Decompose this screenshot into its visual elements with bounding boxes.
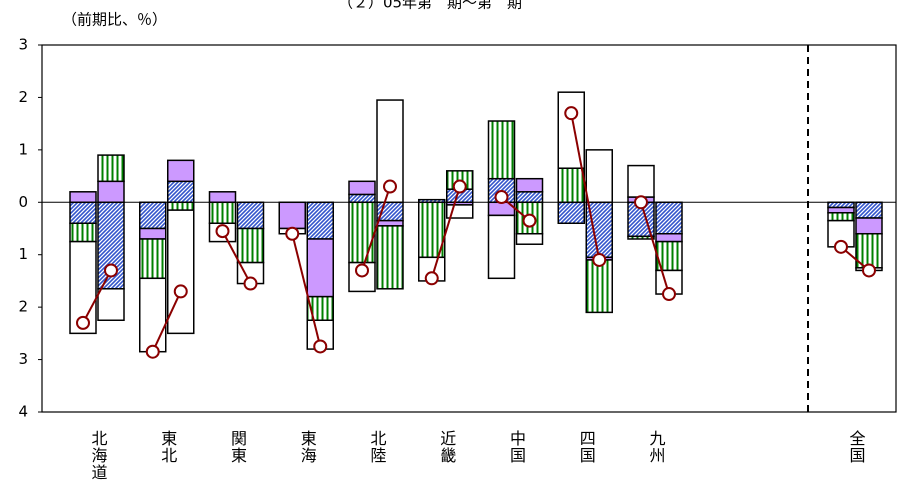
bar-segment <box>348 201 376 264</box>
x-tick-label: 全国 <box>847 430 866 464</box>
bar-segment <box>655 201 683 235</box>
bar-segment <box>306 201 334 240</box>
bar-segment <box>97 154 125 183</box>
total-marker <box>452 179 467 194</box>
x-tick-label: 東北 <box>158 430 177 464</box>
y-tick-label: 2 <box>18 88 28 106</box>
total-marker <box>243 276 258 291</box>
bar-segment <box>585 259 613 314</box>
total-marker <box>313 339 328 354</box>
bar-segment <box>376 219 404 227</box>
bar-segment <box>97 180 125 204</box>
total-line <box>151 290 182 353</box>
total-line <box>221 230 252 285</box>
bar-segment <box>348 193 376 204</box>
x-tick-label: 北海道 <box>89 430 108 481</box>
y-tick-label: 3 <box>18 350 28 368</box>
bar-segment <box>376 225 404 290</box>
bar-segment <box>487 214 516 280</box>
bar-segment <box>208 201 237 225</box>
bar-segment <box>139 238 167 280</box>
plot-frame <box>41 44 897 413</box>
bar-segment <box>139 277 167 353</box>
bar-segment <box>557 167 585 204</box>
total-marker <box>355 263 369 278</box>
bar-segment <box>167 180 195 204</box>
bar-segment <box>827 206 855 214</box>
total-marker <box>522 213 537 228</box>
bar-segment <box>69 222 97 243</box>
bar-segment <box>167 201 195 211</box>
bar-segment <box>515 232 544 245</box>
total-marker <box>76 315 90 330</box>
y-tick-label: 2 <box>18 298 28 316</box>
bar-segment <box>487 120 516 180</box>
bar-segment <box>306 238 334 298</box>
bar-segment <box>139 201 167 230</box>
total-marker <box>494 190 509 205</box>
x-tick-label: 四国 <box>577 430 596 464</box>
y-tick-label: 1 <box>18 140 28 158</box>
bar-segment <box>69 201 97 225</box>
bar-segment <box>167 209 195 335</box>
bar-segment <box>627 164 655 198</box>
total-marker <box>592 252 607 267</box>
total-line <box>291 233 322 347</box>
bar-segment <box>827 201 855 209</box>
y-tick-label: 1 <box>18 245 28 263</box>
bar-segment <box>278 201 306 230</box>
total-line <box>82 269 112 324</box>
bar-segment <box>827 212 855 222</box>
total-marker <box>285 226 300 241</box>
bar-segment <box>557 201 585 225</box>
total-marker <box>215 224 230 239</box>
bar-segment <box>236 201 265 230</box>
total-marker <box>634 195 648 210</box>
total-line <box>570 112 601 261</box>
total-marker <box>564 106 579 121</box>
bar-segment <box>515 177 544 193</box>
bar-segment <box>585 149 613 204</box>
bar-segment <box>167 159 195 183</box>
total-line <box>361 186 391 271</box>
total-marker <box>145 344 160 359</box>
bar-segment <box>627 235 655 240</box>
total-marker <box>862 263 876 278</box>
bar-segment <box>236 227 265 264</box>
total-marker <box>424 271 439 286</box>
total-line <box>640 201 670 295</box>
bar-segment <box>348 180 376 196</box>
bar-segment <box>139 227 167 240</box>
total-line <box>430 186 461 279</box>
bar-segment <box>97 288 125 321</box>
bar-segment <box>655 232 683 243</box>
x-tick-label: 九州 <box>647 430 666 464</box>
unit-label: （前期比、％） <box>62 11 167 29</box>
x-tick-label: 関東 <box>228 430 247 464</box>
x-tick-label: 北陸 <box>368 430 387 464</box>
total-marker <box>383 179 397 194</box>
x-tick-label: 近畿 <box>437 430 456 464</box>
bar-segment <box>855 217 883 235</box>
total-marker <box>662 287 676 302</box>
y-tick-label: 3 <box>18 36 28 54</box>
x-tick-label: 中国 <box>507 430 526 464</box>
total-marker <box>834 239 848 254</box>
total-marker <box>104 263 118 278</box>
x-tick-label: 東海 <box>298 430 317 464</box>
bar-segment <box>208 191 237 204</box>
total-marker <box>173 284 188 299</box>
bar-segment <box>69 191 97 204</box>
chart-title: （２）05年第 期～第 期 <box>338 0 522 12</box>
bar-segment <box>855 201 883 219</box>
y-tick-label: 4 <box>18 403 28 421</box>
y-tick-label: 0 <box>18 193 28 211</box>
bar-segment <box>515 191 544 204</box>
